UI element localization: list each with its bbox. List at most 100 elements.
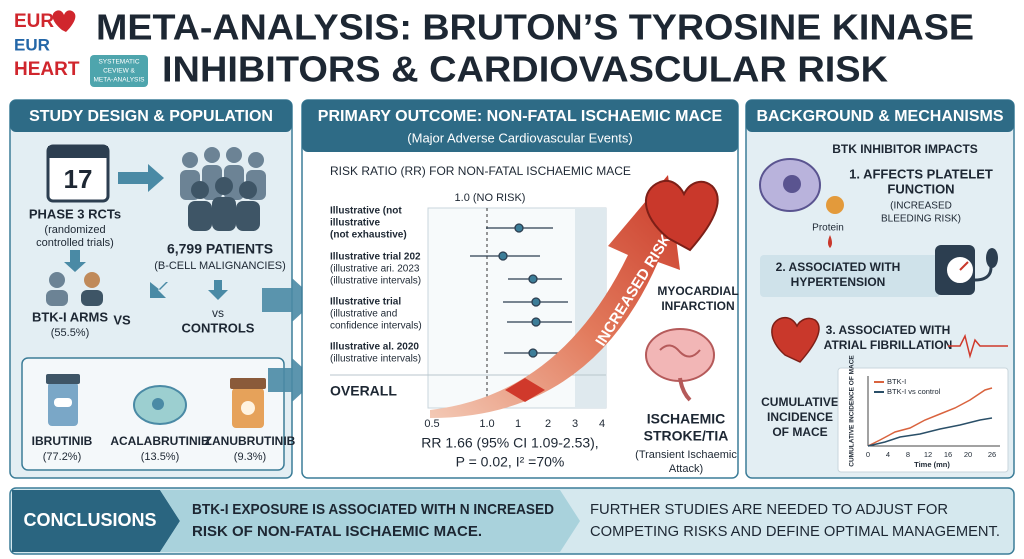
study-design-panel-shape: [48, 146, 108, 158]
study-design-panel-shape: [46, 272, 68, 306]
phase-note: controlled trials): [36, 237, 114, 249]
axis-label: 0.5: [424, 418, 439, 430]
overall-diamond: [505, 378, 545, 402]
study-design-panel-shape-shape: [204, 147, 220, 163]
study-design-panel-shape: [118, 164, 164, 192]
study-label: Illustrative trial 202: [330, 252, 421, 263]
conclusion-text: RISK OF NON-FATAL ISCHAEMIC MACE.: [192, 523, 482, 540]
background-panel-shape: [746, 100, 1014, 132]
study-label: Illustrative (not: [330, 206, 402, 217]
badge-text: META-ANALYSIS: [93, 77, 145, 84]
primary-outcome-panel-shape: 0.5 1.0 1 2 3 4: [424, 418, 605, 430]
logo: EUR EUR HEART: [14, 10, 80, 80]
title: INHIBITORS & CARDIOVASCULAR RISK: [162, 49, 888, 90]
mini-x-tick: 12: [924, 450, 932, 459]
study-design-panel-shape-shape: [46, 290, 68, 306]
primary-outcome-panel-shape: [302, 100, 738, 152]
study-design-panel-shape-shape: [84, 272, 100, 288]
badge-shape: [90, 55, 148, 87]
badge: SYSTEMATIC CEVIEW & META-ANALYSIS: [90, 55, 148, 87]
mi-label: INFARCTION: [661, 299, 734, 313]
impact-item: FUNCTION: [887, 181, 954, 196]
panel-subheader: (Major Adverse Cardiovascular Events): [407, 130, 632, 145]
impact-item: HYPERTENSION: [791, 275, 886, 289]
primary-outcome-panel-shape: [659, 344, 701, 358]
background-panel-shape: [959, 261, 969, 271]
patients-note: (B-CELL MALIGNANCIES): [154, 260, 286, 272]
study-label: illustrative: [330, 218, 380, 229]
background-panel: BACKGROUND & MECHANISMS BTK INHIBITOR IM…: [745, 99, 1015, 479]
arms: BTK-I ARMS: [32, 309, 108, 324]
study-design-panel-shape: [208, 280, 228, 300]
study-design-panel-shape: [188, 177, 260, 231]
study-design-panel-shape: [230, 378, 266, 389]
background-panel-shape: [771, 316, 820, 363]
impact-note: BLEEDING RISK): [881, 214, 961, 225]
drug-pct: (77.2%): [43, 451, 82, 463]
overall-label: OVERALL: [330, 383, 397, 399]
heart-icon: [645, 180, 719, 252]
study-design-panel-shape-shape: [248, 152, 264, 168]
arms-pct: (55.5%): [51, 327, 90, 339]
study-design-panel-shape-shape: [212, 197, 236, 231]
study-label: (illustrative intervals): [330, 354, 421, 365]
impact-note: (INCREASED: [890, 201, 952, 212]
axis-label: 3: [572, 418, 578, 430]
study-design-panel-shape-shape: [188, 201, 212, 231]
stroke-note: (Transient Ischaemic: [635, 449, 737, 461]
study-design-panel-shape: [152, 398, 164, 410]
panel-header: BACKGROUND & MECHANISMS: [756, 108, 1003, 125]
conclusion-text: COMPETING RISKS AND DEFINE OPTIMAL MANAG…: [590, 523, 1000, 540]
drug-pct: (13.5%): [141, 451, 180, 463]
background-panel-shape: [986, 248, 998, 268]
mini-x-tick: 26: [988, 450, 996, 459]
result: P = 0.02, I² =70%: [456, 454, 565, 470]
study-design-panel-shape: [46, 374, 80, 384]
study-label: (not exhaustive): [330, 230, 407, 241]
primary-outcome-panel-shape-shape: [528, 274, 538, 284]
study-design-panel: STUDY DESIGN & POPULATION 17 PHASE 3 RCT…: [9, 99, 296, 479]
primary-outcome-panel-shape: [470, 223, 572, 358]
primary-outcome-panel-shape-shape: [531, 317, 541, 327]
axis-label: 2: [545, 418, 551, 430]
protein-label: Protein: [812, 223, 844, 234]
legend-entry: BTK-I: [887, 377, 906, 386]
mini-x-tick: 20: [964, 450, 972, 459]
background-panel-shape: [867, 417, 993, 447]
controls-vs: vs: [212, 306, 224, 320]
impact-item: ATRIAL FIBRILLATION: [824, 338, 953, 352]
study-design-panel-shape: [64, 250, 86, 272]
axis-label: 4: [599, 418, 605, 430]
badge-text: CEVIEW &: [103, 68, 135, 75]
conclusions-bar-shape: [12, 490, 180, 552]
background-panel-shape: [948, 333, 1008, 359]
background-panel-shape: 0 4 8 12 16 20 26: [866, 450, 996, 459]
study-design-panel-shape: [241, 401, 255, 415]
stroke-label: STROKE/TIA: [644, 428, 729, 444]
phase: PHASE 3 RCTs: [29, 206, 121, 221]
drug-name: ACALABRUTINIB: [110, 434, 210, 448]
logo-heart: [52, 10, 76, 32]
primary-outcome-panel-shape-shape: [498, 251, 508, 261]
study-label: (illustrative and: [330, 309, 397, 320]
phase-note: (randomized: [44, 224, 105, 236]
impact-item: 3. ASSOCIATED WITH: [826, 323, 951, 337]
panel-header: PRIMARY OUTCOME: NON-FATAL ISCHAEMIC MAC…: [318, 108, 723, 125]
background-panel-shape: [826, 196, 844, 214]
patients: 6,799 PATIENTS: [167, 241, 273, 257]
result: RR 1.66 (95% CI 1.09-2.53),: [421, 435, 598, 451]
cumulative-label: INCIDENCE: [767, 410, 833, 424]
study-design-panel-shape-shape: [49, 272, 65, 288]
vs: VS: [113, 312, 131, 327]
study-design-panel-shape: [84, 272, 100, 288]
trials-count: 17: [64, 164, 93, 194]
mini-x-tick: 4: [886, 450, 890, 459]
conclusions-bar-shape: [160, 490, 580, 552]
primary-outcome-panel-shape: [678, 377, 692, 402]
badge-text: SYSTEMATIC: [98, 59, 139, 66]
plot-title: RISK RATIO (RR) FOR NON-FATAL ISCHAEMIC …: [330, 164, 631, 178]
drug-name: ZANUBRUTINIB: [205, 434, 296, 448]
background-panel-shape: [760, 255, 940, 297]
